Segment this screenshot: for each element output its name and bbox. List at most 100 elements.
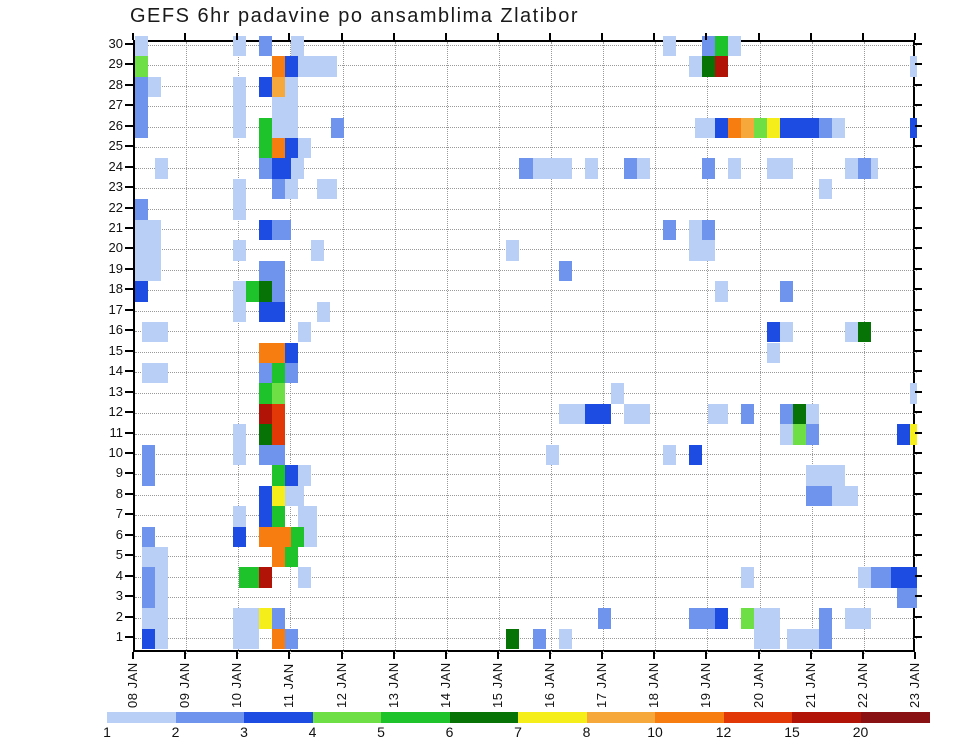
precip-cell	[271, 465, 285, 486]
y-tick	[125, 165, 133, 168]
h-gridline	[135, 638, 917, 639]
colorbar-segment	[723, 712, 793, 723]
x-axis-date-label: 12 JAN	[333, 662, 349, 708]
precip-cell	[597, 608, 611, 629]
precip-cell	[532, 628, 546, 650]
x-tick	[757, 652, 760, 659]
precip-cell	[741, 567, 755, 588]
y-axis-label: 24	[108, 158, 123, 174]
colorbar-segment	[449, 712, 519, 723]
y-tick-right	[915, 411, 922, 414]
y-axis-label: 5	[115, 547, 123, 563]
colorbar-tick-label: 3	[240, 724, 248, 740]
precip-cell	[767, 117, 781, 138]
x-tick	[236, 652, 239, 659]
x-tick-top	[549, 33, 552, 40]
precip-cell	[662, 444, 676, 466]
colorbar-tick-label: 6	[445, 724, 454, 740]
precip-cell	[610, 383, 624, 404]
v-gridline	[551, 42, 553, 654]
colorbar-segment	[381, 712, 450, 723]
y-axis-label: 16	[108, 322, 123, 338]
y-tick-right	[915, 513, 922, 516]
precip-cell	[688, 219, 702, 241]
precip-cell	[297, 56, 337, 77]
precip-cell	[271, 281, 285, 302]
y-tick-right	[915, 267, 922, 270]
precip-cell	[714, 56, 728, 77]
precip-cell	[271, 546, 285, 568]
precip-cell	[284, 362, 298, 384]
colorbar-segment	[655, 712, 724, 723]
y-tick-right	[915, 554, 922, 557]
y-tick	[125, 104, 133, 107]
v-gridline	[446, 42, 448, 654]
y-tick	[125, 472, 133, 475]
x-tick	[653, 652, 656, 659]
y-tick	[125, 615, 133, 618]
y-tick	[125, 370, 133, 373]
precip-cell	[858, 322, 872, 343]
precip-cell	[897, 424, 911, 445]
precip-cell	[806, 424, 820, 445]
precip-cell	[154, 587, 168, 609]
x-axis-date-label: 14 JAN	[437, 662, 453, 708]
precip-cell	[232, 526, 246, 547]
h-gridline	[135, 433, 917, 435]
y-tick	[125, 492, 133, 495]
y-tick	[125, 206, 133, 209]
precip-cell	[728, 35, 742, 57]
y-tick	[125, 451, 133, 454]
precip-cell	[858, 567, 872, 588]
precip-cell	[780, 322, 794, 343]
y-tick	[125, 83, 133, 86]
precip-cell	[897, 587, 917, 609]
v-gridline	[394, 42, 396, 654]
v-gridline	[186, 42, 188, 654]
precip-cell	[793, 424, 807, 445]
x-tick	[601, 652, 604, 659]
precip-cell	[910, 383, 917, 404]
x-axis-date-label: 18 JAN	[646, 662, 662, 708]
colorbar-segment	[586, 712, 656, 723]
y-tick-right	[915, 533, 922, 536]
precip-cell	[258, 158, 272, 179]
h-gridline	[135, 249, 917, 251]
v-gridline	[811, 42, 813, 654]
y-tick-right	[915, 206, 922, 209]
precip-cell	[330, 117, 344, 138]
h-gridline	[135, 229, 917, 231]
precip-cell	[741, 608, 755, 629]
colorbar-segment	[244, 712, 313, 723]
precip-cell	[271, 403, 285, 425]
precip-cell	[271, 158, 292, 179]
precip-cell	[786, 628, 820, 650]
precip-cell	[688, 444, 702, 466]
precip-cell	[154, 628, 168, 650]
y-tick-right	[915, 165, 922, 168]
precip-cell	[317, 301, 331, 323]
precip-cell	[271, 608, 285, 629]
y-tick	[125, 390, 133, 393]
h-gridline	[135, 515, 917, 517]
y-tick	[125, 595, 133, 598]
precip-cell	[271, 506, 285, 527]
precip-cell	[141, 362, 168, 384]
colorbar-tick-label: 10	[647, 724, 663, 740]
precip-cell	[584, 403, 611, 425]
colorbar-tick-label: 8	[582, 724, 591, 740]
precip-cell	[910, 56, 917, 77]
colorbar-tick-label: 1	[103, 724, 111, 740]
precip-cell	[258, 219, 272, 241]
y-tick	[125, 349, 133, 352]
y-axis-label: 8	[115, 485, 123, 501]
precip-cell	[806, 403, 820, 425]
precip-cell	[141, 608, 168, 629]
precip-cell	[545, 444, 559, 466]
precip-cell	[271, 138, 285, 159]
precip-cell	[284, 76, 298, 98]
precip-cell	[819, 178, 833, 200]
precip-cell	[148, 76, 162, 98]
x-tick	[392, 652, 395, 659]
x-axis-date-label: 19 JAN	[698, 662, 714, 708]
